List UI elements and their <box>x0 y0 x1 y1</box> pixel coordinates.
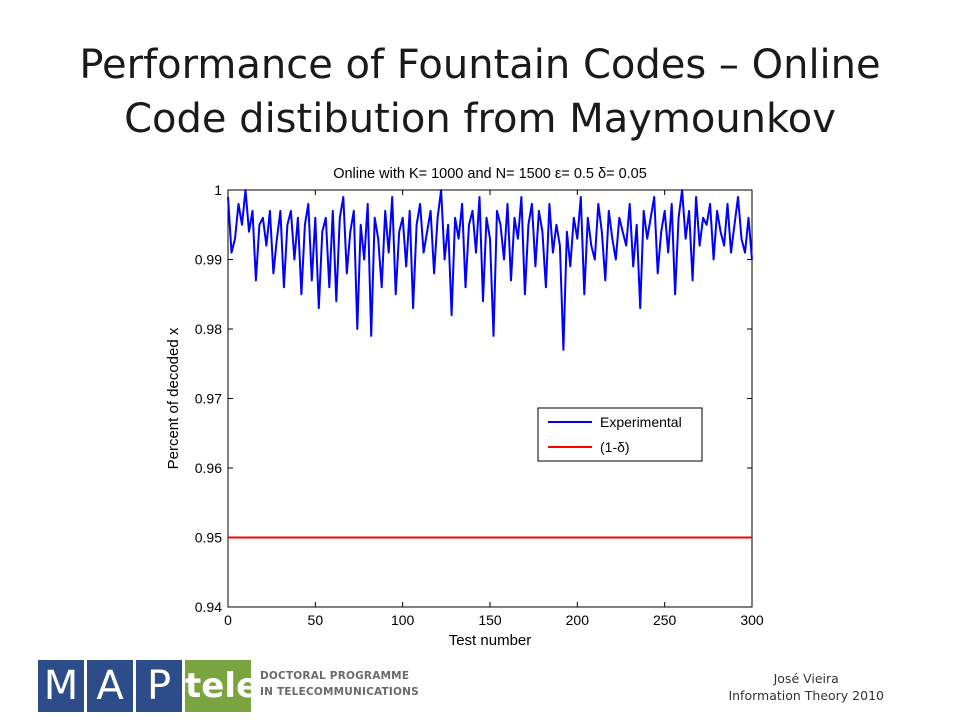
y-tick-label: 0.97 <box>195 391 222 407</box>
x-axis-label: Test number <box>449 632 532 649</box>
logo-programme-line1: DOCTORAL PROGRAMME <box>260 670 410 682</box>
y-tick-label: 0.95 <box>195 530 222 546</box>
footer-course: Information Theory 2010 <box>728 688 884 703</box>
logo-letter-a: A <box>87 660 133 712</box>
y-tick-label: 0.96 <box>195 460 222 476</box>
x-tick-label: 300 <box>740 612 764 628</box>
map-tele-logo: M A P tele DOCTORAL PROGRAMME IN TELECOM… <box>38 660 419 712</box>
logo-letter-p: P <box>136 660 182 712</box>
logo-letter-m: M <box>38 660 84 712</box>
y-tick-label: 1 <box>214 182 222 198</box>
legend-box <box>537 407 703 462</box>
y-tick-label: 0.94 <box>195 599 222 615</box>
y-tick-label: 0.99 <box>195 252 222 268</box>
y-axis-label: Percent of decoded x <box>165 327 182 469</box>
footer: José Vieira Information Theory 2010 <box>728 670 884 704</box>
slide-title-line1: Performance of Fountain Codes – Online <box>79 42 881 88</box>
logo-programme-line2: IN TELECOMMUNICATIONS <box>260 686 419 698</box>
footer-author: José Vieira <box>773 671 839 686</box>
x-tick-label: 200 <box>566 612 590 628</box>
legend-label-0: Experimental <box>600 414 682 430</box>
chart-title: Online with K= 1000 and N= 1500 ε= 0.5 δ… <box>333 166 647 182</box>
x-tick-label: 100 <box>391 612 415 628</box>
legend-label-1: (1-δ) <box>600 439 630 455</box>
series-line-0 <box>227 189 753 351</box>
x-tick-label: 50 <box>308 612 324 628</box>
logo-tele: tele <box>185 660 259 712</box>
x-tick-label: 150 <box>478 612 502 628</box>
slide-title-line2: Code distibution from Maymounkov <box>124 96 836 142</box>
slide-title: Performance of Fountain Codes – Online C… <box>40 38 920 146</box>
x-tick-label: 0 <box>224 612 232 628</box>
x-tick-label: 250 <box>653 612 677 628</box>
logo-programme-text: DOCTORAL PROGRAMME IN TELECOMMUNICATIONS <box>260 668 420 700</box>
y-tick-label: 0.98 <box>195 321 222 337</box>
